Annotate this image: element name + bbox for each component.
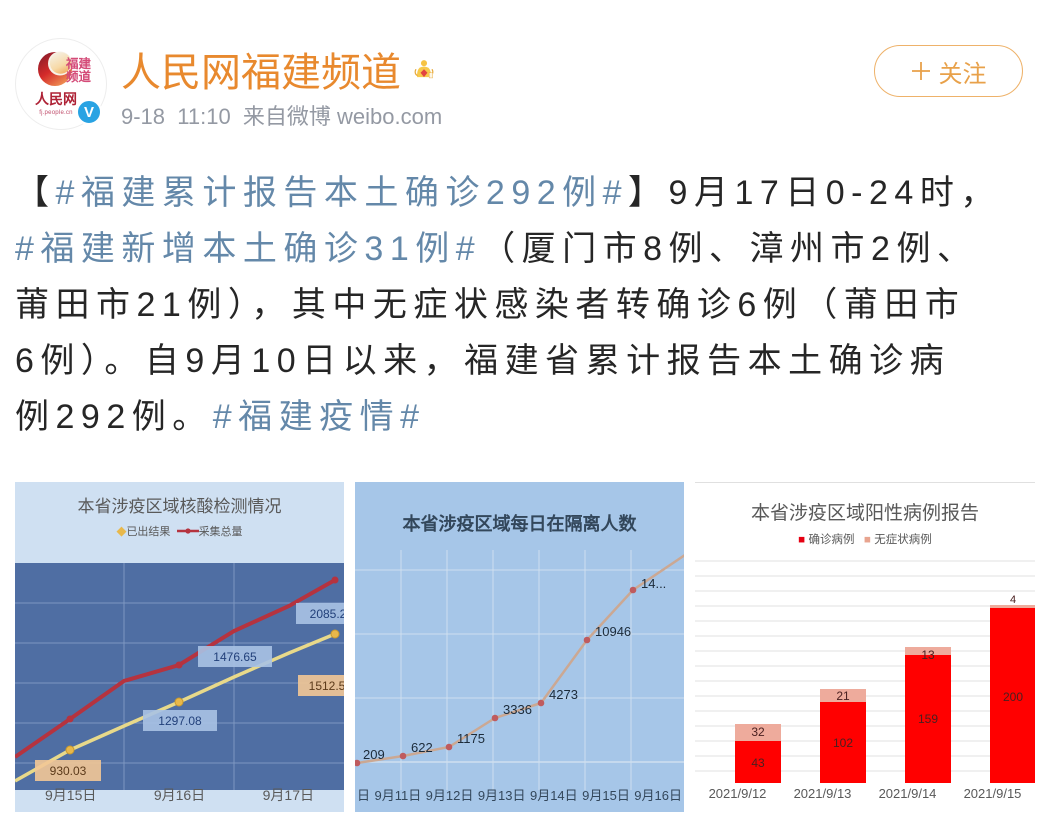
svg-text:3336: 3336	[503, 702, 532, 717]
svg-text:4: 4	[1010, 594, 1016, 606]
svg-text:1476.65: 1476.65	[213, 650, 257, 664]
svg-text:930.03: 930.03	[50, 764, 87, 778]
svg-text:1175: 1175	[457, 731, 485, 746]
svg-text:200: 200	[1003, 690, 1023, 704]
svg-text:209: 209	[363, 747, 385, 762]
svg-text:13: 13	[921, 648, 935, 662]
svg-text:人民网: 人民网	[35, 91, 77, 108]
svg-text:43: 43	[751, 756, 765, 770]
svg-text:622: 622	[411, 740, 433, 755]
svg-text:2085.2: 2085.2	[310, 607, 344, 621]
svg-text:1512.5: 1512.5	[309, 679, 344, 693]
svg-text:159: 159	[918, 712, 938, 726]
svg-text:32: 32	[751, 725, 765, 739]
svg-text:4273: 4273	[549, 687, 578, 702]
svg-text:14...: 14...	[641, 576, 666, 591]
svg-text:fj.people.cn: fj.people.cn	[39, 109, 73, 116]
svg-text:1297.08: 1297.08	[158, 714, 202, 728]
svg-text:10946: 10946	[595, 624, 631, 639]
svg-text:102: 102	[833, 736, 853, 750]
svg-text:21: 21	[836, 689, 850, 703]
